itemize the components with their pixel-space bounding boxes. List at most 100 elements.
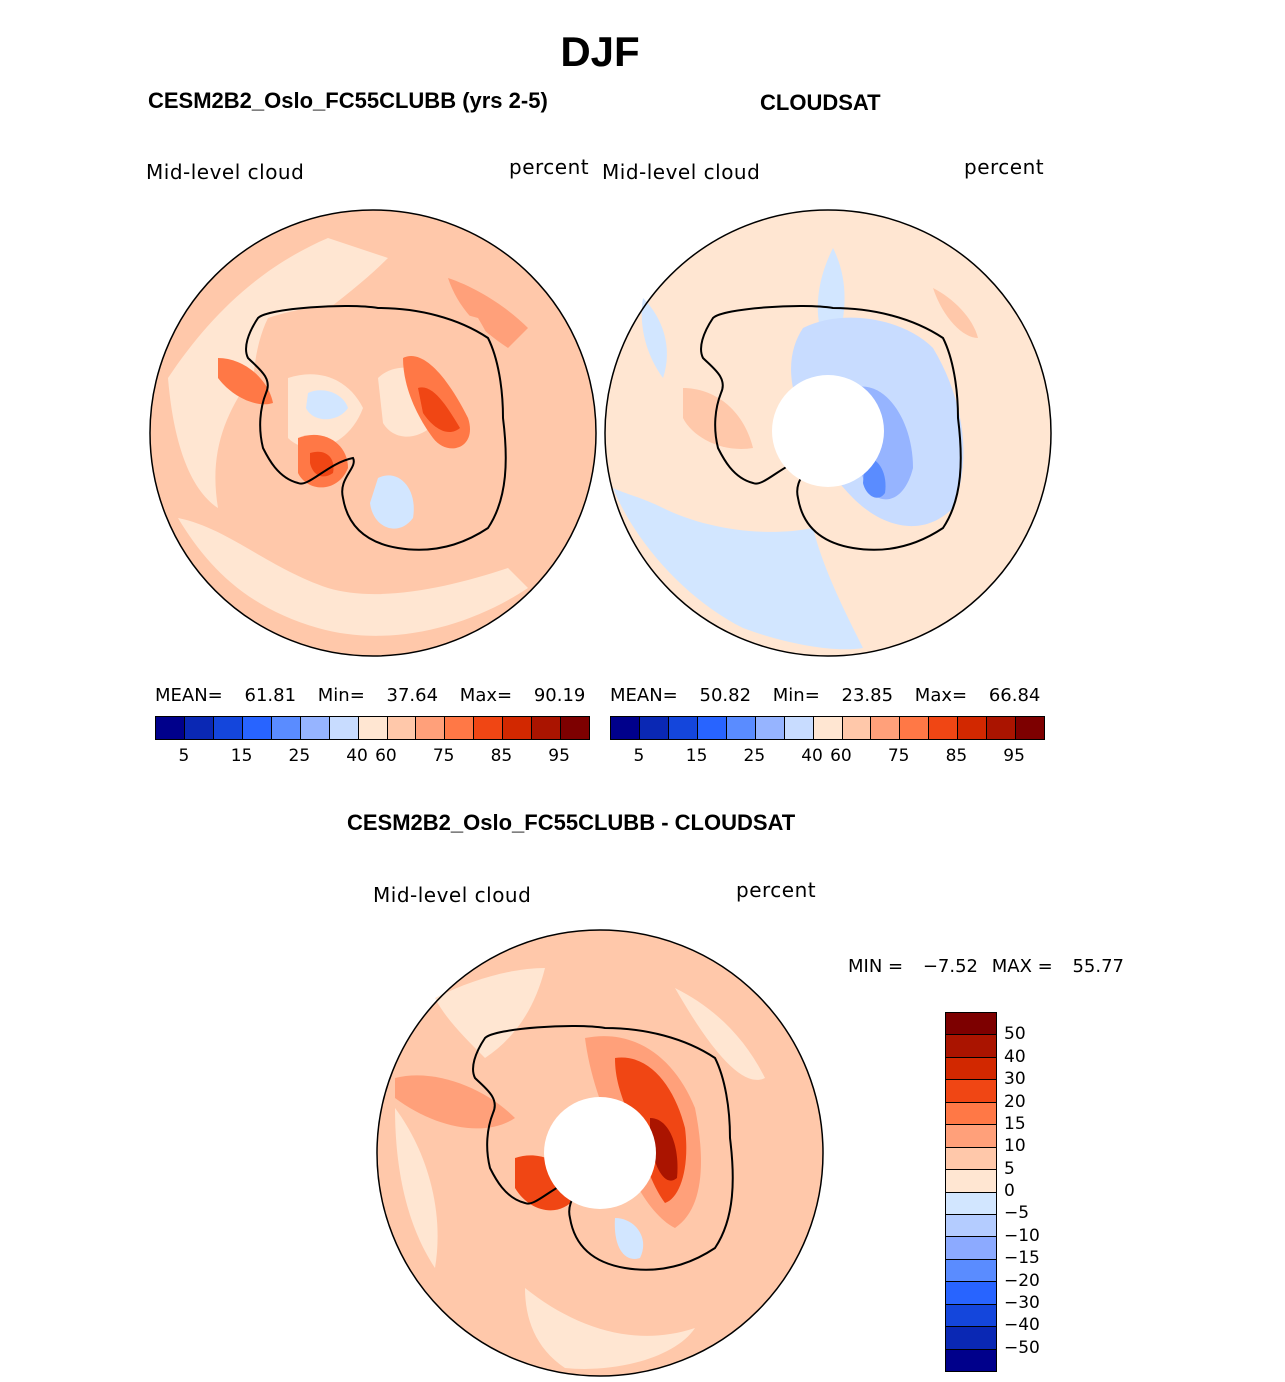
colorbar-cell (300, 717, 330, 739)
panel3-variable: Mid-level cloud (373, 883, 532, 907)
panel3-stats: MIN = −7.52 MAX = 55.77 (848, 956, 1124, 977)
colorbar-cell (946, 1237, 996, 1260)
panel2-stats: MEAN= 50.82 Min= 23.85 Max= 66.84 (610, 685, 1040, 706)
colorbar-cell (987, 717, 1017, 739)
colorbar-cell (156, 717, 185, 739)
colorbar-cell (946, 1282, 996, 1305)
colorbar-cell (329, 717, 359, 739)
colorbar-cell (842, 717, 872, 739)
colorbar-level-label: −10 (1004, 1225, 1040, 1246)
colorbar-cloudsat (610, 716, 1045, 740)
panel3-min: −7.52 (922, 956, 979, 977)
colorbar-model-ticks: 5 15 25 40 60 75 85 95 (155, 746, 588, 768)
colorbar-tick-label: 25 (743, 746, 766, 766)
colorbar-level-label: −50 (1004, 1337, 1040, 1358)
colorbar-tick-label: 5 (633, 746, 645, 766)
panel2-mean: 50.82 (699, 685, 752, 706)
colorbar-level-label: 40 (1004, 1046, 1026, 1067)
panel1-title: CESM2B2_Oslo_FC55CLUBB (yrs 2-5) (148, 88, 548, 113)
colorbar-level-label: −5 (1004, 1203, 1030, 1224)
colorbar-level-label: 10 (1004, 1136, 1026, 1157)
panel2-max: 66.84 (988, 685, 1041, 706)
map-difference (376, 929, 824, 1377)
panel2-mean-label: MEAN= (610, 685, 678, 706)
colorbar-cell (358, 717, 388, 739)
colorbar-level-label: 20 (1004, 1091, 1026, 1112)
colorbar-cloudsat-ticks: 5 15 25 40 60 75 85 95 (610, 746, 1043, 768)
colorbar-cell (416, 717, 446, 739)
colorbar-tick-label: 40 (801, 746, 823, 766)
colorbar-cell (871, 717, 901, 739)
colorbar-cell (784, 717, 814, 739)
colorbar-cell (900, 717, 930, 739)
colorbar-tick-label: 95 (1003, 746, 1025, 766)
map-model (149, 209, 597, 657)
colorbar-cell (387, 717, 417, 739)
colorbar-cell (946, 1192, 996, 1215)
colorbar-tick-label: 85 (490, 746, 513, 766)
panel1-min: 37.64 (386, 685, 439, 706)
colorbar-cell (946, 1170, 996, 1193)
panel1-max-label: Max= (459, 685, 513, 706)
colorbar-cell (445, 717, 475, 739)
colorbar-cell (946, 1035, 996, 1058)
colorbar-cell (697, 717, 727, 739)
colorbar-level-label: −30 (1004, 1292, 1040, 1313)
colorbar-cell (639, 717, 669, 739)
colorbar-tick-label: 60 (375, 746, 397, 766)
map-cloudsat (604, 209, 1052, 657)
colorbar-level-label: −15 (1004, 1248, 1040, 1269)
panel1-units: percent (509, 155, 590, 179)
colorbar-tick-label: 25 (288, 746, 311, 766)
colorbar-cell (503, 717, 533, 739)
colorbar-tick-label: 95 (548, 746, 570, 766)
panel2-variable: Mid-level cloud (602, 160, 761, 184)
colorbar-cell (668, 717, 698, 739)
colorbar-cell (946, 1259, 996, 1283)
colorbar-cell (213, 717, 243, 739)
colorbar-cell (946, 1013, 996, 1036)
colorbar-cell (474, 717, 504, 739)
colorbar-cell (561, 717, 590, 739)
colorbar-cell (929, 717, 959, 739)
colorbar-cell (946, 1080, 996, 1103)
colorbar-level-label: −40 (1004, 1315, 1040, 1336)
panel3-title: CESM2B2_Oslo_FC55CLUBB - CLOUDSAT (347, 810, 796, 835)
colorbar-level-label: −20 (1004, 1270, 1040, 1291)
panel3-min-label: MIN = (848, 956, 904, 977)
panel2-max-label: Max= (914, 685, 968, 706)
colorbar-cell (726, 717, 756, 739)
panel2-min: 23.85 (841, 685, 894, 706)
panel1-max: 90.19 (533, 685, 586, 706)
colorbar-cell (184, 717, 214, 739)
panel1-mean: 61.81 (244, 685, 297, 706)
colorbar-cell (946, 1125, 996, 1148)
colorbar-cell (946, 1057, 996, 1081)
panel2-title: CLOUDSAT (760, 90, 881, 115)
colorbar-tick-label: 85 (945, 746, 968, 766)
colorbar-level-label: 30 (1004, 1069, 1026, 1090)
panel3-max-label: MAX = (991, 956, 1053, 977)
colorbar-level-label: 0 (1004, 1181, 1015, 1201)
colorbar-level-label: 50 (1004, 1024, 1026, 1045)
colorbar-cell (946, 1304, 996, 1328)
panel3-max: 55.77 (1072, 956, 1124, 977)
colorbar-cell (946, 1327, 996, 1350)
colorbar-difference (945, 1012, 997, 1372)
colorbar-tick-label: 75 (432, 746, 455, 766)
panel1-mean-label: MEAN= (155, 685, 223, 706)
panel3-units: percent (736, 878, 817, 902)
colorbar-tick-label: 15 (685, 746, 708, 766)
colorbar-cell (946, 1349, 996, 1371)
colorbar-cell (532, 717, 562, 739)
colorbar-cell (1016, 717, 1045, 739)
panel2-units: percent (964, 155, 1045, 179)
colorbar-cell (946, 1214, 996, 1238)
colorbar-tick-label: 60 (830, 746, 852, 766)
panel2-min-label: Min= (772, 685, 820, 706)
panel1-variable: Mid-level cloud (146, 160, 305, 184)
colorbar-cell (611, 717, 640, 739)
colorbar-cell (755, 717, 785, 739)
colorbar-cell (271, 717, 301, 739)
colorbar-level-label: 15 (1004, 1113, 1026, 1134)
